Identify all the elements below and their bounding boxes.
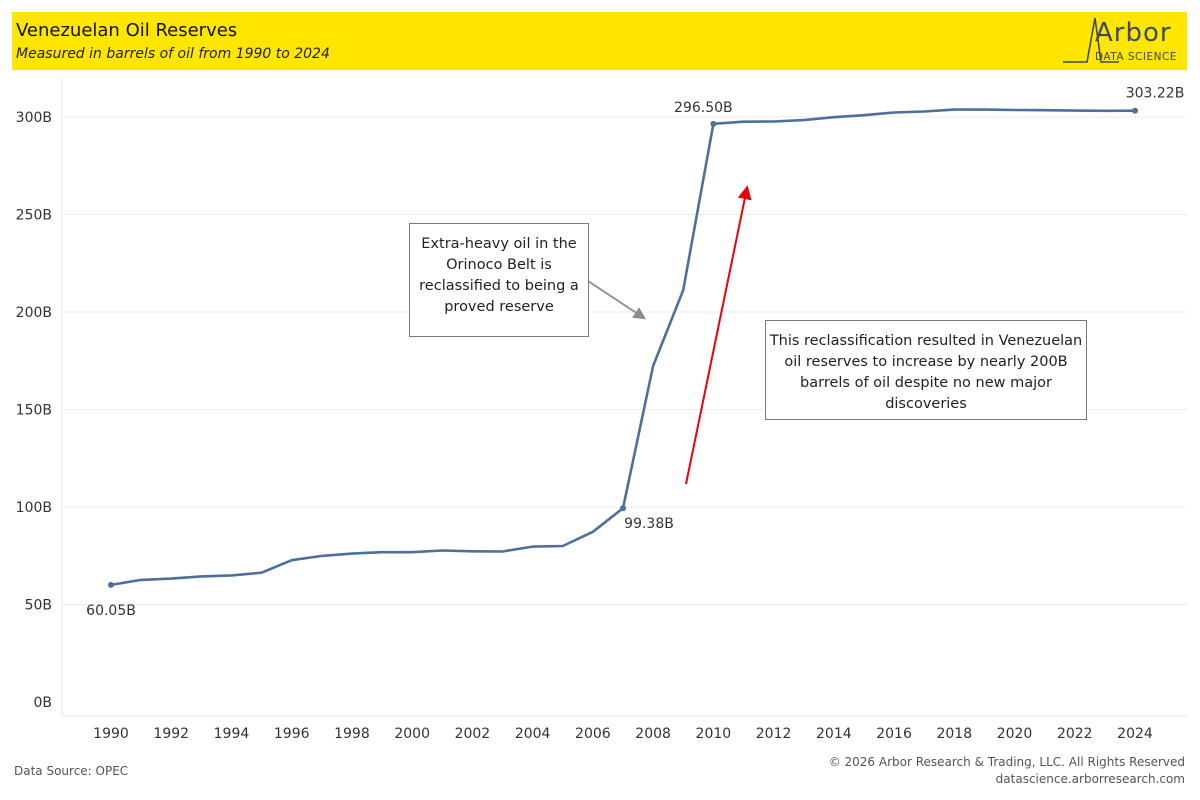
x-tick-label: 1994 [214, 726, 250, 742]
x-tick-label: 1990 [93, 726, 129, 742]
plot-area [61, 78, 1188, 717]
x-tick-label: 1992 [153, 726, 189, 742]
y-tick-label: 300B [16, 110, 52, 126]
y-tick-label: 0B [33, 695, 52, 711]
logo-peak-icon [1063, 17, 1119, 63]
y-axis: 0B 50B 100B 150B 200B 250B 300B [16, 110, 52, 711]
logo-subtext: DATA SCIENCE [1095, 51, 1177, 63]
x-tick-label: 2008 [635, 726, 671, 742]
header-banner: Venezuelan Oil Reserves Measured in barr… [12, 12, 1187, 70]
x-tick-label: 2020 [997, 726, 1033, 742]
x-tick-label: 2000 [394, 726, 430, 742]
website-link[interactable]: datascience.arborresearch.com [995, 772, 1185, 786]
x-tick-label: 2016 [876, 726, 912, 742]
y-tick-label: 150B [16, 403, 52, 419]
x-tick-label: 1998 [334, 726, 370, 742]
x-tick-label: 2022 [1057, 726, 1093, 742]
data-source: Data Source: OPEC [14, 764, 129, 778]
arbor-logo: Arbor DATA SCIENCE [1061, 14, 1185, 66]
y-tick-label: 250B [16, 208, 52, 224]
x-tick-label: 2012 [756, 726, 792, 742]
x-tick-label: 2014 [816, 726, 852, 742]
point-marker [620, 505, 626, 512]
x-axis: 1990 1992 1994 1996 1998 2000 2002 2004 2006 2008… [93, 726, 1153, 742]
point-marker [710, 120, 717, 127]
gray-pointer-arrow [587, 280, 647, 320]
x-tick-label: 1996 [274, 726, 310, 742]
chart-title: Venezuelan Oil Reserves [16, 20, 238, 41]
series-markers [108, 107, 1138, 588]
y-tick-label: 100B [16, 500, 52, 516]
copyright-text: © 2026 Arbor Research & Trading, LLC. Al… [828, 755, 1185, 769]
point-marker [1132, 107, 1138, 114]
point-marker [108, 581, 114, 588]
x-tick-label: 2004 [515, 726, 551, 742]
x-tick-label: 2002 [455, 726, 491, 742]
logo-wordmark: Arbor [1095, 18, 1172, 48]
y-tick-label: 200B [16, 305, 52, 321]
x-tick-label: 2010 [696, 726, 732, 742]
data-label: 60.05B [86, 603, 136, 619]
copyright-block: © 2026 Arbor Research & Trading, LLC. Al… [829, 754, 1185, 788]
x-tick-label: 2018 [936, 726, 972, 742]
chart-subtitle: Measured in barrels of oil from 1990 to … [16, 46, 330, 62]
data-labels: 60.05B 99.38B 296.50B 303.22B [86, 86, 1184, 619]
annotation-reclassification: Extra-heavy oil in the Orinoco Belt is r… [409, 223, 589, 337]
annotation-increase: This reclassification resulted in Venezu… [765, 320, 1087, 420]
x-tick-label: 2024 [1117, 726, 1153, 742]
data-label: 99.38B [624, 516, 674, 532]
y-tick-label: 50B [25, 598, 52, 614]
data-label: 303.22B [1126, 86, 1185, 102]
data-label: 296.50B [674, 100, 733, 116]
x-tick-label: 2006 [575, 726, 611, 742]
gridlines [62, 116, 1188, 605]
red-increase-arrow [685, 185, 752, 485]
